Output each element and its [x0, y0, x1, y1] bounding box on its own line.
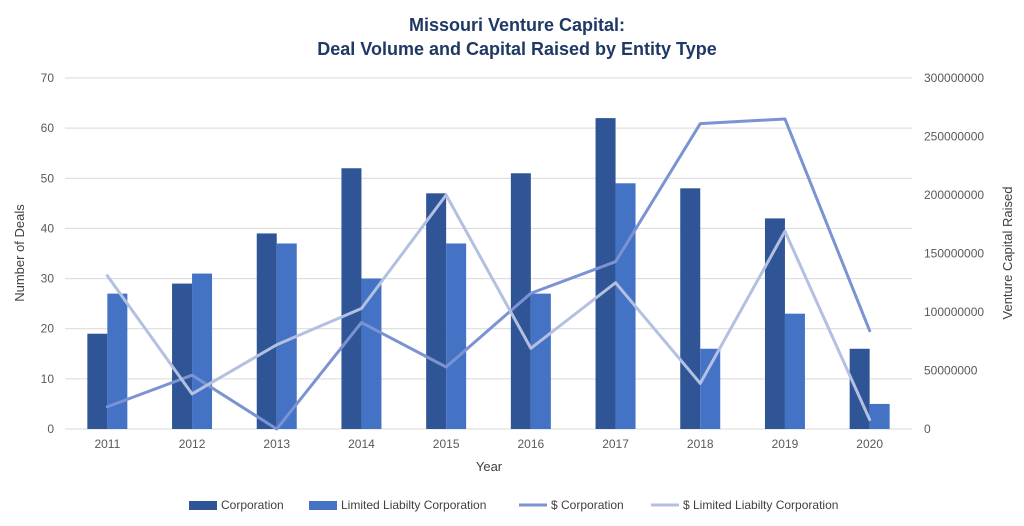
- y2-tick-label: 300000000: [924, 71, 984, 85]
- y-tick-label: 40: [41, 221, 55, 235]
- bar: [276, 243, 297, 429]
- axes: 0 10 20 30 40 50 60 70 0 50000000 100000000 1500000…: [41, 71, 985, 451]
- x-tick-label: 2014: [348, 437, 375, 451]
- legend-label: $ Corporation: [551, 498, 624, 512]
- y2-tick-label: 100000000: [924, 305, 984, 319]
- y-tick-label: 0: [47, 422, 54, 436]
- x-tick-label: 2020: [856, 437, 883, 451]
- chart-title-line-1: Missouri Venture Capital:: [409, 15, 625, 35]
- bar: [256, 233, 277, 429]
- bar: [341, 168, 362, 429]
- chart-title-line-2: Deal Volume and Capital Raised by Entity…: [317, 39, 716, 59]
- bar: [172, 283, 193, 429]
- x-tick-label: 2013: [263, 437, 290, 451]
- y-tick-label: 70: [41, 71, 55, 85]
- x-tick-label: 2017: [602, 437, 629, 451]
- bars: [87, 118, 890, 429]
- y2-tick-label: 0: [924, 422, 931, 436]
- y-tick-label: 20: [41, 322, 55, 336]
- bar: [192, 273, 213, 429]
- lines: [105, 117, 872, 431]
- bar: [426, 193, 447, 429]
- legend: Corporation Limited Liabilty Corporation $…: [189, 498, 838, 512]
- bar: [700, 348, 721, 429]
- series-line: [105, 117, 872, 431]
- bar: [87, 333, 108, 429]
- legend-swatch: [309, 501, 337, 510]
- y-tick-label: 60: [41, 121, 55, 135]
- y2-tick-label: 200000000: [924, 188, 984, 202]
- bar: [849, 348, 870, 429]
- y-tick-label: 50: [41, 171, 55, 185]
- y2-tick-label: 250000000: [924, 130, 984, 144]
- bar: [446, 243, 467, 429]
- x-tick-label: 2018: [687, 437, 714, 451]
- x-tick-label: 2016: [517, 437, 544, 451]
- bar: [764, 218, 785, 429]
- y-tick-label: 30: [41, 272, 55, 286]
- x-tick-label: 2011: [94, 437, 120, 451]
- bar: [784, 313, 805, 429]
- bar: [595, 118, 616, 429]
- y2-tick-label: 150000000: [924, 247, 984, 261]
- legend-label: $ Limited Liabilty Corporation: [683, 498, 838, 512]
- bar: [680, 188, 701, 429]
- y2-axis-title: Venture Capital Raised: [1000, 187, 1015, 320]
- bar: [869, 403, 890, 429]
- y2-tick-label: 50000000: [924, 364, 978, 378]
- bar: [361, 278, 382, 429]
- bar: [107, 293, 128, 429]
- x-tick-label: 2012: [179, 437, 206, 451]
- bar: [530, 293, 551, 429]
- legend-label: Corporation: [221, 498, 284, 512]
- legend-label: Limited Liabilty Corporation: [341, 498, 486, 512]
- series-line: [105, 193, 872, 422]
- x-tick-label: 2015: [433, 437, 460, 451]
- y-tick-label: 10: [41, 372, 55, 386]
- x-tick-label: 2019: [772, 437, 799, 451]
- y-axis-title: Number of Deals: [12, 204, 27, 302]
- x-axis-title: Year: [476, 459, 503, 474]
- legend-swatch: [189, 501, 217, 510]
- bar: [615, 183, 636, 429]
